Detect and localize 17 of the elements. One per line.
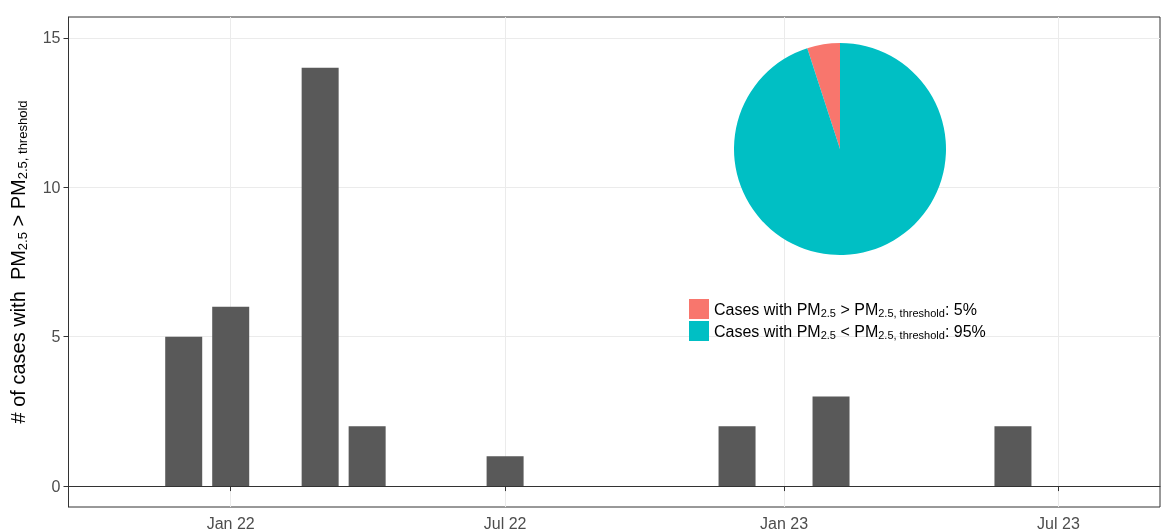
bar	[994, 426, 1032, 487]
bar	[165, 336, 203, 487]
bar	[486, 456, 524, 487]
y-tick-label: 15	[42, 29, 61, 47]
bar	[301, 67, 339, 487]
x-tick-label: Jul 22	[483, 514, 527, 531]
y-tick-label: 0	[51, 477, 61, 495]
bar	[212, 306, 250, 487]
bar	[718, 426, 756, 487]
x-tick-label: Jul 23	[1037, 514, 1080, 531]
bar	[812, 396, 850, 487]
y-tick-label: 10	[42, 178, 61, 196]
bar	[348, 426, 386, 487]
y-tick-label: 5	[51, 328, 61, 346]
y-axis-title: # of cases with PM2.5 > PM2.5, threshold	[7, 100, 30, 424]
x-tick-label: Jan 22	[206, 514, 255, 531]
x-tick-label: Jan 23	[760, 514, 809, 531]
